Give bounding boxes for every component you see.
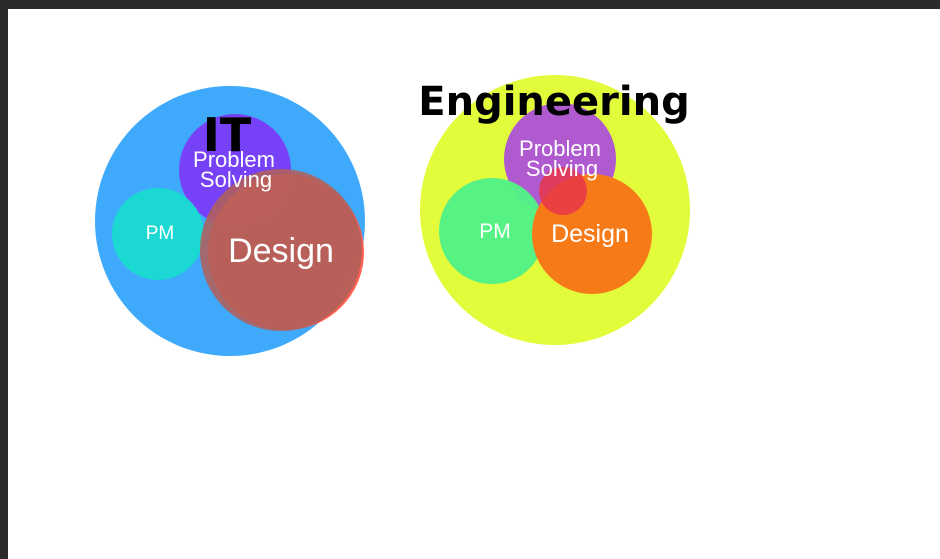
engineering-design-label: Design bbox=[551, 220, 629, 248]
it-pm-circle bbox=[112, 188, 204, 280]
it-problem-label-line1: Problem bbox=[193, 147, 275, 172]
it-design-circle bbox=[200, 169, 362, 331]
venn-diagrams: IT Problem Solving PM Design Engineering… bbox=[95, 75, 690, 356]
engineering-problem-label-line1: Problem bbox=[519, 136, 601, 161]
canvas: IT Problem Solving PM Design Engineering… bbox=[8, 9, 940, 559]
it-pm-label: PM bbox=[146, 223, 175, 244]
engineering-problem-label-line2: Solving bbox=[526, 156, 598, 181]
engineering-diagram: Engineering Problem Solving PM Design bbox=[418, 75, 690, 345]
engineering-overlap-highlight bbox=[539, 167, 587, 215]
engineering-pm-label: PM bbox=[479, 220, 511, 243]
it-diagram: IT Problem Solving PM Design bbox=[95, 86, 365, 356]
it-problem-label-line2: Solving bbox=[200, 167, 272, 192]
it-design-label: Design bbox=[228, 232, 334, 270]
it-title: IT bbox=[203, 108, 252, 162]
engineering-pm-circle bbox=[439, 178, 545, 284]
engineering-title: Engineering bbox=[418, 79, 689, 125]
